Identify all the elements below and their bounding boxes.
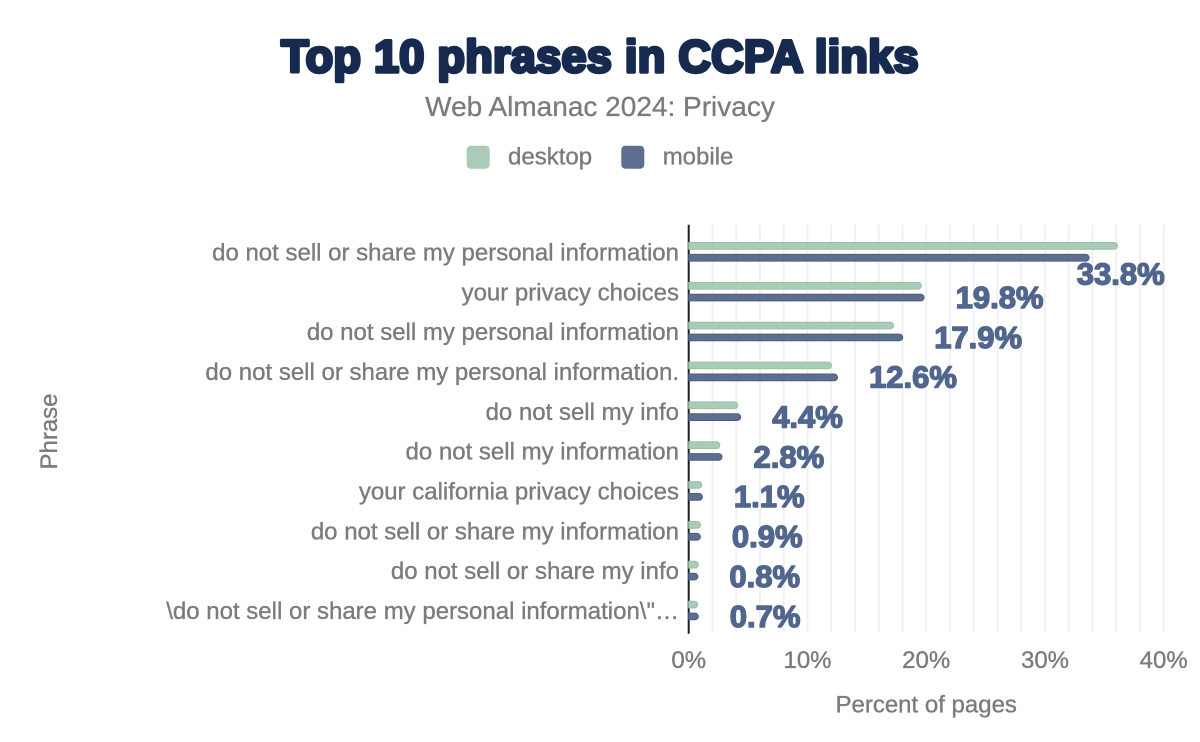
svg-text:19.8%: 19.8% [956, 280, 1044, 315]
svg-text:desktop: desktop [508, 144, 592, 171]
svg-text:do not sell or share my info: do not sell or share my info [391, 558, 679, 585]
svg-text:Web Almanac 2024: Privacy: Web Almanac 2024: Privacy [425, 91, 775, 122]
svg-text:Phrase: Phrase [36, 393, 63, 469]
svg-text:12.6%: 12.6% [869, 360, 957, 395]
svg-text:do not sell or share my person: do not sell or share my personal informa… [212, 239, 679, 266]
svg-text:33.8%: 33.8% [1077, 257, 1165, 292]
svg-text:mobile: mobile [663, 144, 734, 171]
svg-text:do not sell my information: do not sell my information [406, 439, 679, 466]
svg-text:0.7%: 0.7% [730, 599, 801, 634]
svg-text:30%: 30% [1021, 647, 1069, 674]
svg-text:20%: 20% [902, 647, 950, 674]
svg-text:1.1%: 1.1% [734, 479, 805, 514]
svg-text:0%: 0% [671, 647, 706, 674]
svg-text:\do not sell or share my perso: \do not sell or share my personal inform… [166, 598, 679, 625]
svg-text:2.8%: 2.8% [754, 439, 825, 474]
svg-text:10%: 10% [783, 647, 831, 674]
svg-text:do not sell or share my person: do not sell or share my personal informa… [205, 359, 679, 386]
svg-text:Percent of pages: Percent of pages [835, 692, 1016, 719]
svg-text:0.8%: 0.8% [729, 559, 800, 594]
svg-text:do not sell or share my inform: do not sell or share my information [311, 518, 679, 545]
svg-text:do not sell my info: do not sell my info [486, 399, 679, 426]
svg-text:40%: 40% [1140, 647, 1188, 674]
svg-text:your privacy choices: your privacy choices [462, 279, 679, 306]
svg-text:17.9%: 17.9% [934, 320, 1022, 355]
svg-text:4.4%: 4.4% [772, 400, 843, 435]
svg-text:Top 10 phrases in CCPA links: Top 10 phrases in CCPA links [281, 31, 919, 82]
svg-text:0.9%: 0.9% [732, 519, 803, 554]
svg-text:your california privacy choice: your california privacy choices [359, 479, 679, 506]
svg-text:do not sell my personal inform: do not sell my personal information [307, 319, 679, 346]
